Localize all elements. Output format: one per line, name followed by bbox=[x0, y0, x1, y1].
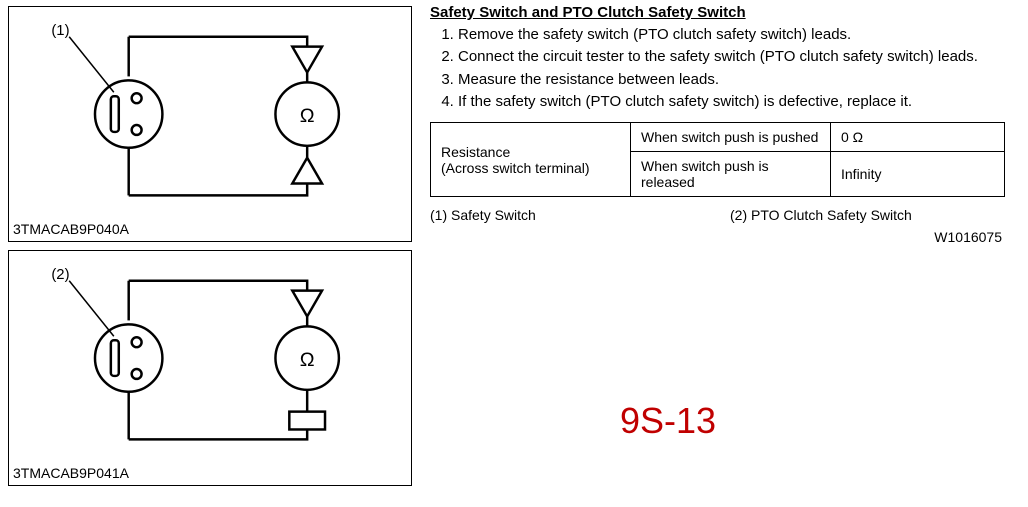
step-4: If the safety switch (PTO clutch safety … bbox=[458, 92, 1010, 112]
circuit-schematic-1: Ω (1) bbox=[9, 7, 411, 241]
legend-item-2: (2) PTO Clutch Safety Switch bbox=[730, 207, 912, 223]
legend: (1) Safety Switch (2) PTO Clutch Safety … bbox=[430, 207, 1010, 223]
svg-text:Ω: Ω bbox=[300, 349, 315, 371]
diagram-2-label: (2) bbox=[51, 267, 69, 283]
table-label-line2: (Across switch terminal) bbox=[441, 160, 620, 176]
legend-item-1: (1) Safety Switch bbox=[430, 207, 730, 223]
diagram-1: Ω (1) 3TMACAB9P040A bbox=[8, 6, 412, 242]
diagram-2-code: 3TMACAB9P041A bbox=[13, 465, 129, 481]
w-code: W1016075 bbox=[430, 229, 1010, 245]
table-val-2: Infinity bbox=[831, 152, 1005, 197]
diagram-1-code: 3TMACAB9P040A bbox=[13, 221, 129, 237]
table-val-1: 0 Ω bbox=[831, 123, 1005, 152]
resistance-table: Resistance (Across switch terminal) When… bbox=[430, 122, 1005, 197]
table-label-line1: Resistance bbox=[441, 144, 620, 160]
page-reference: 9S-13 bbox=[620, 400, 716, 442]
step-3: Measure the resistance between leads. bbox=[458, 70, 1010, 90]
circuit-schematic-2: Ω (2) bbox=[9, 251, 411, 485]
diagram-2: Ω (2) 3TMACAB9P041A bbox=[8, 250, 412, 486]
table-cond-1: When switch push is pushed bbox=[631, 123, 831, 152]
diagram-1-label: (1) bbox=[51, 23, 69, 39]
step-2: Connect the circuit tester to the safety… bbox=[458, 47, 1010, 67]
table-cond-2: When switch push is released bbox=[631, 152, 831, 197]
procedure-steps: Remove the safety switch (PTO clutch saf… bbox=[430, 25, 1010, 112]
svg-text:Ω: Ω bbox=[300, 105, 315, 127]
section-heading: Safety Switch and PTO Clutch Safety Swit… bbox=[430, 4, 1010, 21]
step-1: Remove the safety switch (PTO clutch saf… bbox=[458, 25, 1010, 45]
